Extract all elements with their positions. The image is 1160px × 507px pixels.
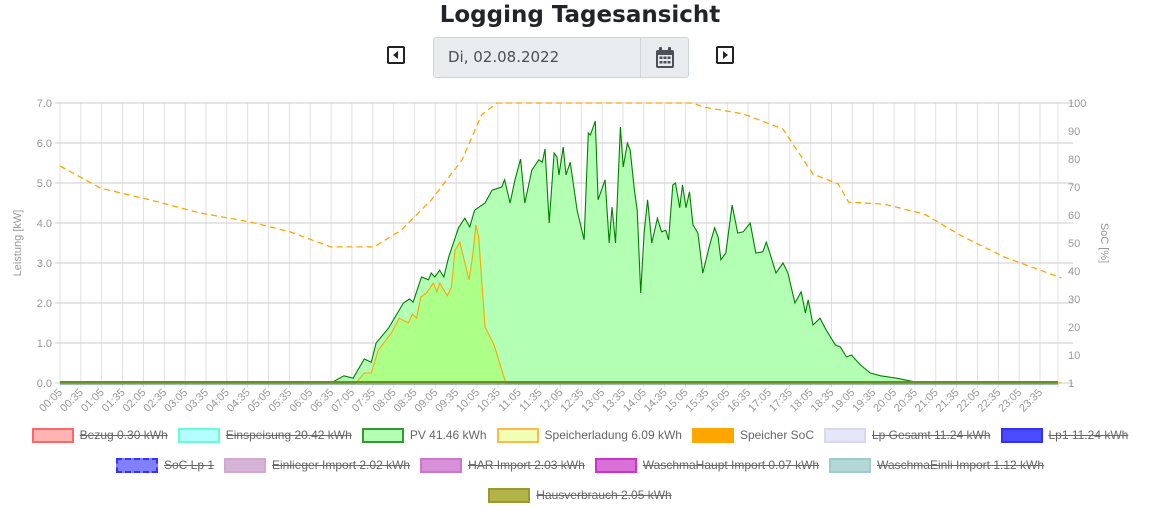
y-axis-label: Leistung [kW] [12, 210, 24, 277]
y2-tick-label: 10 [1068, 350, 1080, 362]
legend-item[interactable]: Lp Gesamt 11.24 kWh [824, 427, 991, 443]
legend-swatch [420, 457, 463, 473]
x-tick-label: 11:05 [496, 387, 523, 414]
x-tick-label: 23:35 [1017, 387, 1045, 415]
legend-label: HAR Import 2.03 kWh [468, 458, 585, 472]
legend-item[interactable]: Hausverbrauch 2.05 kWh [488, 487, 672, 503]
caret-right-icon [723, 51, 728, 59]
y2-tick-label: 90 [1068, 126, 1080, 138]
y2-tick-label: 20 [1068, 322, 1080, 334]
page-title: Logging Tagesansicht [439, 2, 721, 28]
legend-swatch [115, 457, 158, 473]
y-tick-label: 5.0 [37, 178, 52, 190]
legend-item[interactable]: Speicher SoC [691, 427, 814, 443]
y-tick-label: 6.0 [37, 138, 52, 150]
legend-swatch [829, 457, 872, 473]
y-tick-label: 7.0 [37, 98, 52, 110]
legend-label: Lp1 11.24 kWh [1048, 428, 1129, 442]
y2-tick-label: 50 [1068, 238, 1080, 250]
calendar-button[interactable] [640, 37, 689, 78]
legend-swatch [691, 427, 734, 443]
legend-label: Einspeisung 20.42 kWh [225, 428, 352, 442]
legend-swatch [1000, 427, 1043, 443]
legend-swatch [496, 427, 539, 443]
y2-tick-label: 30 [1068, 294, 1080, 306]
x-tick-label: 10:35 [475, 387, 503, 415]
legend-label: Lp Gesamt 11.24 kWh [872, 428, 991, 442]
legend-item[interactable]: Speicherladung 6.09 kWh [496, 427, 682, 443]
legend-item[interactable]: Einlieger Import 2.02 kWh [224, 457, 411, 473]
legend-swatch [594, 457, 637, 473]
calendar-icon [656, 47, 674, 68]
y2-tick-label: 80 [1068, 154, 1080, 166]
y-tick-label: 1.0 [37, 338, 52, 350]
y2-tick-label: 100 [1068, 98, 1086, 110]
y-tick-label: 0.0 [37, 378, 52, 390]
y2-tick-label: 40 [1068, 266, 1080, 278]
pv-line [60, 120, 1062, 384]
y2-tick-label: 1 [1068, 378, 1074, 390]
legend-item[interactable]: Bezug 0.30 kWh [31, 427, 168, 443]
legend-item[interactable]: Lp1 11.24 kWh [1000, 427, 1129, 443]
legend-label: WaschmaEinli Import 1.12 kWh [877, 458, 1045, 472]
legend-label: SoC Lp 1 [163, 458, 215, 472]
legend-swatch [361, 427, 404, 443]
legend-item[interactable]: WaschmaHaupt Import 0.07 kWh [594, 457, 820, 473]
y-tick-label: 2.0 [37, 298, 52, 310]
legend-swatch [31, 427, 74, 443]
legend-label: WaschmaHaupt Import 0.07 kWh [642, 458, 820, 472]
legend-swatch [177, 427, 220, 443]
y2-axis-label: SoC [%] [1098, 223, 1110, 263]
legend-swatch [488, 487, 531, 503]
daily-log-chart: 00:0500:3501:0501:3502:0502:3503:0503:35… [12, 98, 1110, 415]
legend-label: Speicher SoC [739, 428, 814, 442]
legend-item[interactable]: HAR Import 2.03 kWh [420, 457, 585, 473]
legend-label: Speicherladung 6.09 kWh [544, 428, 682, 442]
legend-label: PV 41.46 kWh [409, 428, 487, 442]
y-tick-label: 4.0 [37, 218, 52, 230]
caret-left-icon [393, 51, 398, 59]
date-input[interactable]: Di, 02.08.2022 [433, 37, 641, 78]
legend-item[interactable]: Einspeisung 20.42 kWh [177, 427, 352, 443]
speicher-soc-line [59, 102, 1062, 279]
speicherladung-line [60, 224, 1062, 384]
legend-label: Einlieger Import 2.02 kWh [272, 458, 411, 472]
legend-item[interactable]: WaschmaEinli Import 1.12 kWh [829, 457, 1045, 473]
legend-label: Hausverbrauch 2.05 kWh [536, 488, 672, 502]
y2-tick-label: 70 [1068, 182, 1080, 194]
legend-label: Bezug 0.30 kWh [79, 428, 168, 442]
legend-item[interactable]: PV 41.46 kWh [361, 427, 487, 443]
legend-swatch [224, 457, 267, 473]
chart-legend: Bezug 0.30 kWh Einspeisung 20.42 kWh PV 41… [10, 427, 1150, 503]
legend-swatch [824, 427, 866, 443]
y-tick-label: 3.0 [37, 258, 52, 270]
y2-tick-label: 60 [1068, 210, 1080, 222]
legend-item[interactable]: SoC Lp 1 [115, 457, 215, 473]
previous-day-button[interactable] [387, 46, 405, 64]
next-day-button[interactable] [716, 46, 734, 64]
